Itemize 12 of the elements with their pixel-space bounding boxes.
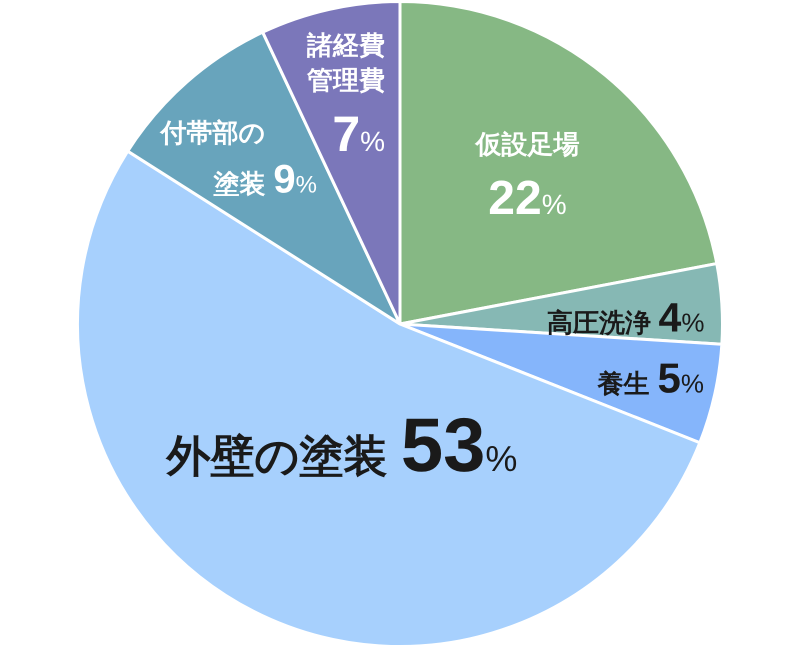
data-label: 4% [658, 294, 704, 340]
slice-label: 養生 [596, 368, 650, 398]
slice-label: 付帯部の塗装 [160, 117, 266, 198]
slice-label: 仮設足場 [474, 129, 580, 160]
data-label: 5% [658, 354, 704, 402]
data-label: 9% [273, 157, 317, 202]
slice-label: 外壁の塗装 [164, 432, 388, 481]
slice-label: 諸経費管理費 [306, 30, 386, 96]
data-label: 7% [332, 106, 386, 162]
data-label: 22% [488, 172, 567, 226]
slice-label: 高圧洗浄 [546, 307, 651, 338]
data-label: 53% [400, 402, 518, 488]
